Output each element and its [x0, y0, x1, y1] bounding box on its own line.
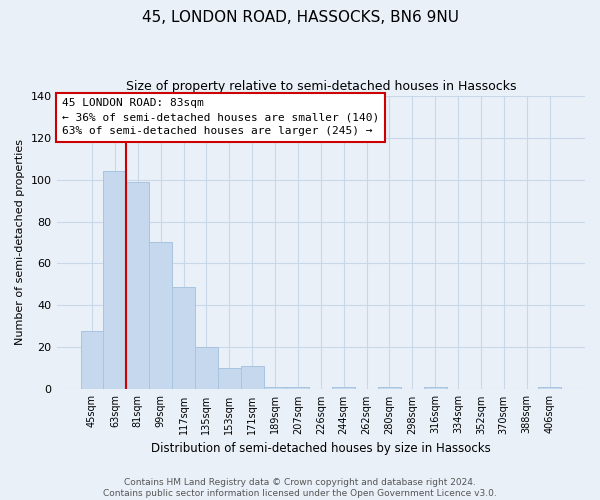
Text: 45, LONDON ROAD, HASSOCKS, BN6 9NU: 45, LONDON ROAD, HASSOCKS, BN6 9NU	[142, 10, 458, 25]
Bar	[195, 348, 218, 390]
Bar	[149, 242, 172, 390]
Bar	[218, 368, 241, 390]
Text: 45 LONDON ROAD: 83sqm
← 36% of semi-detached houses are smaller (140)
63% of sem: 45 LONDON ROAD: 83sqm ← 36% of semi-deta…	[62, 98, 379, 136]
Bar	[538, 388, 561, 390]
Text: Contains HM Land Registry data © Crown copyright and database right 2024.
Contai: Contains HM Land Registry data © Crown c…	[103, 478, 497, 498]
Bar	[241, 366, 263, 390]
Bar	[332, 388, 355, 390]
Y-axis label: Number of semi-detached properties: Number of semi-detached properties	[15, 140, 25, 346]
Bar	[424, 388, 446, 390]
X-axis label: Distribution of semi-detached houses by size in Hassocks: Distribution of semi-detached houses by …	[151, 442, 491, 455]
Title: Size of property relative to semi-detached houses in Hassocks: Size of property relative to semi-detach…	[125, 80, 516, 93]
Bar	[127, 182, 149, 390]
Bar	[378, 388, 401, 390]
Bar	[286, 388, 310, 390]
Bar	[263, 388, 286, 390]
Bar	[80, 330, 103, 390]
Bar	[103, 171, 127, 390]
Bar	[172, 286, 195, 390]
